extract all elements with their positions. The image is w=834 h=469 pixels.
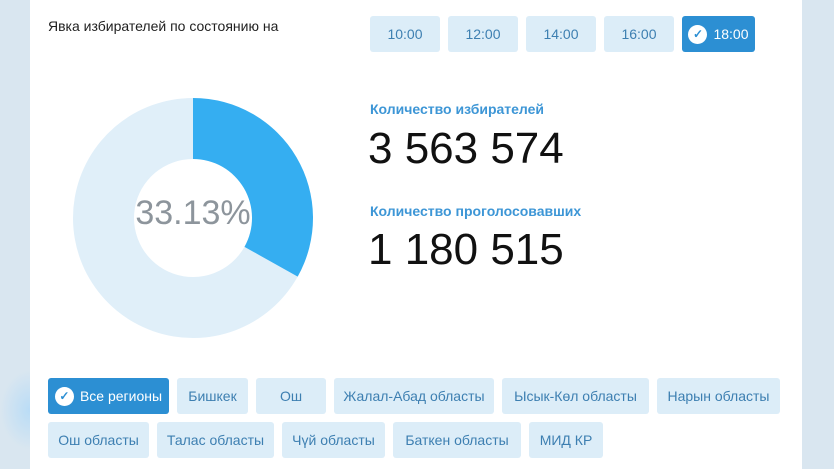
time-button-label: 16:00 [621, 26, 657, 42]
turnout-card: Явка избирателей по состоянию на 10:00 1… [30, 0, 802, 469]
region-button-label: Жалал-Абад областы [343, 388, 485, 404]
region-button-bishkek[interactable]: Бишкек [177, 378, 248, 414]
region-button-label: Ош [279, 388, 303, 404]
region-button-all[interactable]: ✓ Все регионы [48, 378, 169, 414]
page-title: Явка избирателей по состоянию на [48, 18, 279, 34]
region-button-issyk-kul[interactable]: Ысык-Көл областы [502, 378, 649, 414]
region-button-label: Талас областы [166, 432, 265, 448]
region-button-chui[interactable]: Чүй областы [282, 422, 385, 458]
region-button-talas[interactable]: Талас областы [157, 422, 274, 458]
region-button-naryn[interactable]: Нарын областы [657, 378, 780, 414]
donut-remaining-segment [73, 98, 298, 338]
voted-count-value: 1 180 515 [368, 225, 564, 274]
time-button-12-00[interactable]: 12:00 [448, 16, 518, 52]
region-button-label: Все регионы [79, 388, 163, 404]
region-button-jalal-abad[interactable]: Жалал-Абад областы [334, 378, 494, 414]
region-button-label: Нарын областы [667, 388, 770, 404]
time-button-18-00[interactable]: ✓ 18:00 [682, 16, 755, 52]
region-button-label: МИД КР [539, 432, 593, 448]
time-button-10-00[interactable]: 10:00 [370, 16, 440, 52]
region-button-label: Бишкек [188, 388, 237, 404]
time-button-label: 18:00 [713, 26, 749, 42]
region-button-label: Чүй областы [292, 432, 375, 448]
region-button-label: Баткен областы [405, 432, 509, 448]
region-button-mfa[interactable]: МИД КР [529, 422, 603, 458]
time-button-14-00[interactable]: 14:00 [526, 16, 596, 52]
time-button-label: 12:00 [465, 26, 501, 42]
check-icon: ✓ [688, 24, 708, 44]
voters-count-value: 3 563 574 [368, 124, 564, 173]
region-button-osh-city[interactable]: Ош [256, 378, 326, 414]
time-button-16-00[interactable]: 16:00 [604, 16, 674, 52]
region-button-label: Ош областы [58, 432, 139, 448]
time-button-label: 14:00 [543, 26, 579, 42]
turnout-donut-chart [73, 98, 313, 338]
region-button-osh-oblast[interactable]: Ош областы [48, 422, 149, 458]
check-icon: ✓ [54, 386, 74, 406]
turnout-percentage: 33.13% [135, 194, 251, 232]
voters-count-label: Количество избирателей [370, 101, 545, 117]
donut-turnout-segment [193, 98, 313, 277]
region-button-batken[interactable]: Баткен областы [393, 422, 521, 458]
time-button-label: 10:00 [387, 26, 423, 42]
voted-count-label: Количество проголосовавших [370, 203, 582, 219]
region-button-label: Ысык-Көл областы [514, 388, 637, 404]
